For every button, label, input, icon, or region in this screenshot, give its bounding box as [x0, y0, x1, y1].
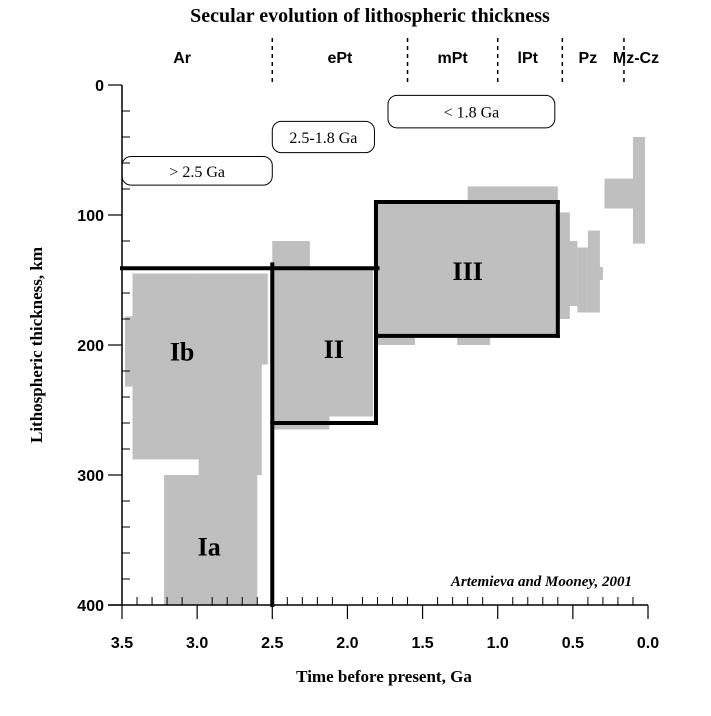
x-tick-label-5: 1.5	[411, 635, 433, 652]
y-tick-label-2: 100	[77, 208, 104, 225]
era-label-5: Pz	[579, 50, 598, 67]
data-block-4	[198, 273, 262, 475]
data-block-13	[557, 212, 570, 319]
x-tick-label-1: 3.5	[111, 635, 133, 652]
credit-label: Artemieva and Mooney, 2001	[450, 574, 632, 590]
age-box-label-1: > 2.5 Ga	[169, 164, 225, 181]
x-tick-label-6: 1.0	[487, 635, 509, 652]
region-label-3: III	[452, 257, 482, 286]
era-label-3: mPt	[438, 50, 469, 67]
data-block-7	[272, 267, 373, 417]
era-label-6: Mz-Cz	[613, 50, 659, 67]
data-block-6	[272, 241, 310, 267]
data-block-5	[257, 273, 268, 365]
data-block-8	[272, 410, 330, 430]
data-block-18	[604, 178, 633, 209]
age-boxes-layer: > 2.5 Ga 2.5-1.8 Ga < 1.8 Ga	[121, 94, 556, 186]
y-tick-label-5: 400	[77, 598, 104, 615]
x-tick-label-2: 3.0	[186, 635, 208, 652]
era-label-1: Ar	[173, 50, 191, 67]
region-label-1: Ib	[170, 338, 195, 367]
era-label-2: ePt	[327, 50, 353, 67]
data-block-15	[577, 247, 588, 313]
age-box-2	[271, 120, 375, 154]
era-label-4: lPt	[518, 50, 539, 67]
data-block-16	[587, 230, 600, 313]
age-box-label-3: < 1.8 Ga	[444, 105, 500, 122]
age-box-label-2: 2.5-1.8 Ga	[289, 130, 357, 147]
y-tick-label-1: 0	[95, 78, 104, 95]
data-block-19	[632, 137, 645, 244]
chart-title: Secular evolution of lithospheric thickn…	[190, 5, 550, 27]
x-tick-label-3: 2.5	[261, 635, 283, 652]
age-box-3	[387, 94, 556, 129]
data-block-9	[374, 202, 558, 335]
y-tick-label-4: 300	[77, 468, 104, 485]
x-tick-label-4: 2.0	[336, 635, 358, 652]
data-block-3	[125, 316, 135, 387]
x-tick-label-8: 0.0	[637, 635, 659, 652]
x-axis-label: Time before present, Ga	[296, 667, 472, 686]
x-tick-label-7: 0.5	[562, 635, 584, 652]
data-block-1	[164, 475, 258, 605]
data-block-14	[568, 241, 578, 306]
region-label-2: II	[324, 335, 344, 364]
y-tick-label-3: 200	[77, 338, 104, 355]
data-block-17	[595, 267, 603, 280]
y-axis-label: Lithospheric thickness, km	[27, 247, 46, 443]
axes-layer: 0 100 200 300 400 3.5 3.0 2.5 2.0 1.5 1.0 0.5 0.0	[77, 78, 659, 652]
outline-layer	[120, 200, 560, 607]
data-blocks-layer	[125, 137, 645, 605]
region-label-4: Ia	[198, 533, 221, 562]
